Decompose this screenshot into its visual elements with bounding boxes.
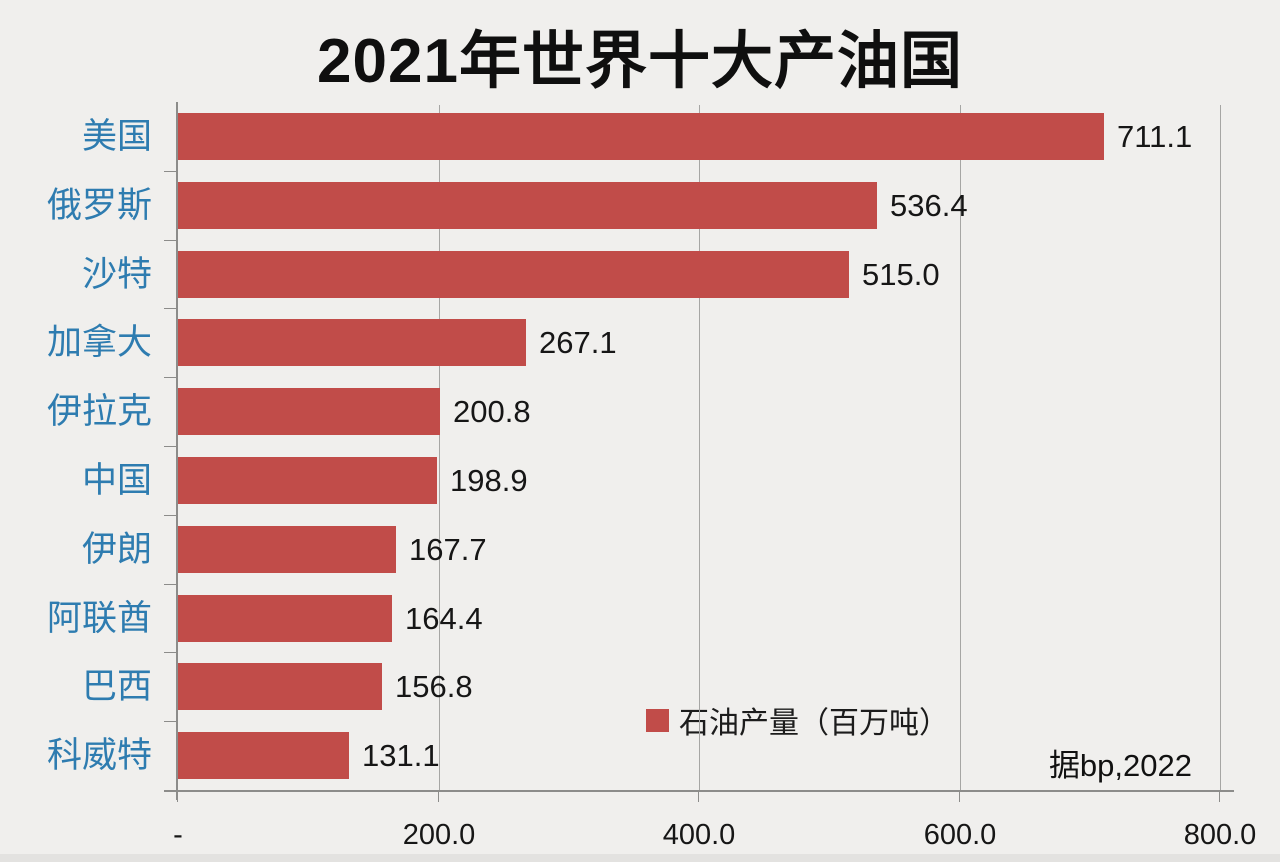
value-label: 131.1: [362, 738, 440, 773]
x-axis-tick: [698, 792, 699, 802]
y-axis-tick: [164, 721, 177, 722]
bar: [178, 663, 382, 710]
x-axis-tick: [1219, 792, 1220, 802]
value-label: 711.1: [1117, 119, 1193, 154]
y-axis-tick: [164, 171, 177, 172]
bar: [178, 319, 526, 366]
value-label: 198.9: [450, 463, 528, 498]
x-axis-tick: [437, 792, 439, 802]
y-axis-tick: [164, 377, 177, 378]
gridline: [699, 105, 700, 790]
value-label: 267.1: [539, 325, 617, 360]
gridline: [1220, 105, 1221, 790]
category-label: 科威特: [46, 736, 152, 775]
bar: [178, 595, 392, 642]
gridline: [959, 105, 961, 790]
category-label: 阿联酋: [46, 599, 152, 638]
bar: [178, 457, 437, 504]
category-label: 伊拉克: [46, 392, 152, 431]
y-axis-tick: [164, 652, 177, 653]
y-axis-tick: [164, 515, 177, 516]
category-label: 中国: [81, 461, 152, 500]
source-note: 据bp,2022: [1048, 748, 1192, 783]
y-axis-line: [176, 102, 178, 800]
chart-title: 2021年世界十大产油国: [317, 27, 963, 96]
category-label: 沙特: [81, 255, 152, 294]
legend-label: 石油产量（百万吨）: [679, 707, 949, 740]
value-label: 200.8: [453, 394, 531, 429]
value-label: 515.0: [862, 257, 940, 292]
x-axis-tick-label: 400.0: [662, 819, 736, 851]
bar: [178, 251, 849, 298]
x-axis-tick-label: 600.0: [923, 819, 997, 851]
y-axis-tick: [164, 584, 177, 585]
x-axis-tick: [958, 792, 960, 802]
bar: [178, 182, 877, 229]
x-axis-tick-label: 800.0: [1183, 819, 1257, 851]
value-label: 164.4: [405, 601, 483, 636]
category-label: 俄罗斯: [46, 186, 152, 225]
y-axis-tick: [164, 308, 177, 309]
x-axis-tick-label: 200.0: [402, 819, 476, 851]
bar: [178, 526, 396, 573]
x-axis-tick: [177, 792, 178, 802]
legend-marker-icon: [646, 708, 669, 732]
bar: [178, 388, 440, 435]
category-label: 巴西: [81, 667, 152, 706]
x-axis-line: [164, 790, 1234, 792]
y-axis-tick: [164, 446, 177, 447]
bar: [178, 732, 349, 779]
value-label: 167.7: [409, 532, 487, 567]
category-label: 加拿大: [46, 323, 152, 362]
value-label: 536.4: [890, 188, 968, 223]
x-axis-tick-label: -: [173, 819, 183, 851]
category-label: 美国: [81, 117, 152, 156]
gridline: [438, 105, 440, 790]
category-label: 伊朗: [81, 530, 152, 569]
value-label: 156.8: [395, 669, 473, 704]
bar: [178, 113, 1104, 160]
legend: 石油产量（百万吨）: [646, 698, 949, 742]
y-axis-tick: [164, 240, 177, 241]
bottom-edge-strip: [0, 854, 1280, 862]
